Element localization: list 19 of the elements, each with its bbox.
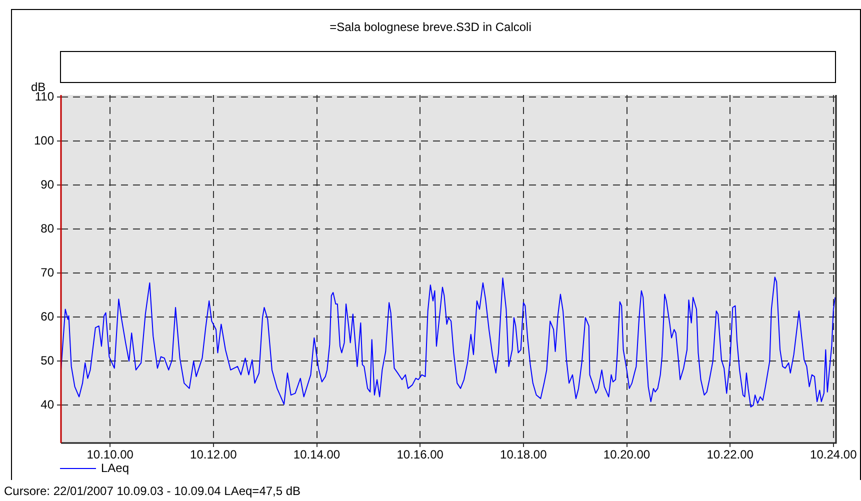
x-tick-label: 10.22.00 [706, 448, 754, 462]
y-tick-label: 70 [40, 265, 54, 280]
y-tick-label: 100 [34, 134, 54, 148]
y-tick-label: 50 [40, 353, 54, 368]
y-tick-label: 80 [40, 221, 54, 236]
y-tick-label: 110 [34, 90, 54, 104]
x-tick-label: 10.14.00 [293, 448, 340, 462]
x-tick-label: 10.16.00 [396, 448, 444, 462]
x-tick-label: 10.18.00 [500, 448, 548, 462]
y-tick-label: 60 [40, 309, 54, 324]
text: Cursore: 22/01/2007 10.09.03 - 10.09.04 LAeq=47,5 dB [4, 484, 301, 498]
x-tick-label: 10.20.00 [603, 448, 650, 462]
chart-title: =Sala bolognese breve.S3D in Calcoli [328, 20, 532, 34]
legend-label: LAeq [101, 461, 130, 475]
x-tick-label: 10.24.00 [810, 448, 858, 462]
y-tick-label: 40 [40, 397, 54, 412]
x-tick-label: 10.10.00 [86, 448, 134, 462]
x-tick-label: 10.12.00 [190, 448, 238, 462]
y-tick-label: 90 [40, 178, 54, 192]
